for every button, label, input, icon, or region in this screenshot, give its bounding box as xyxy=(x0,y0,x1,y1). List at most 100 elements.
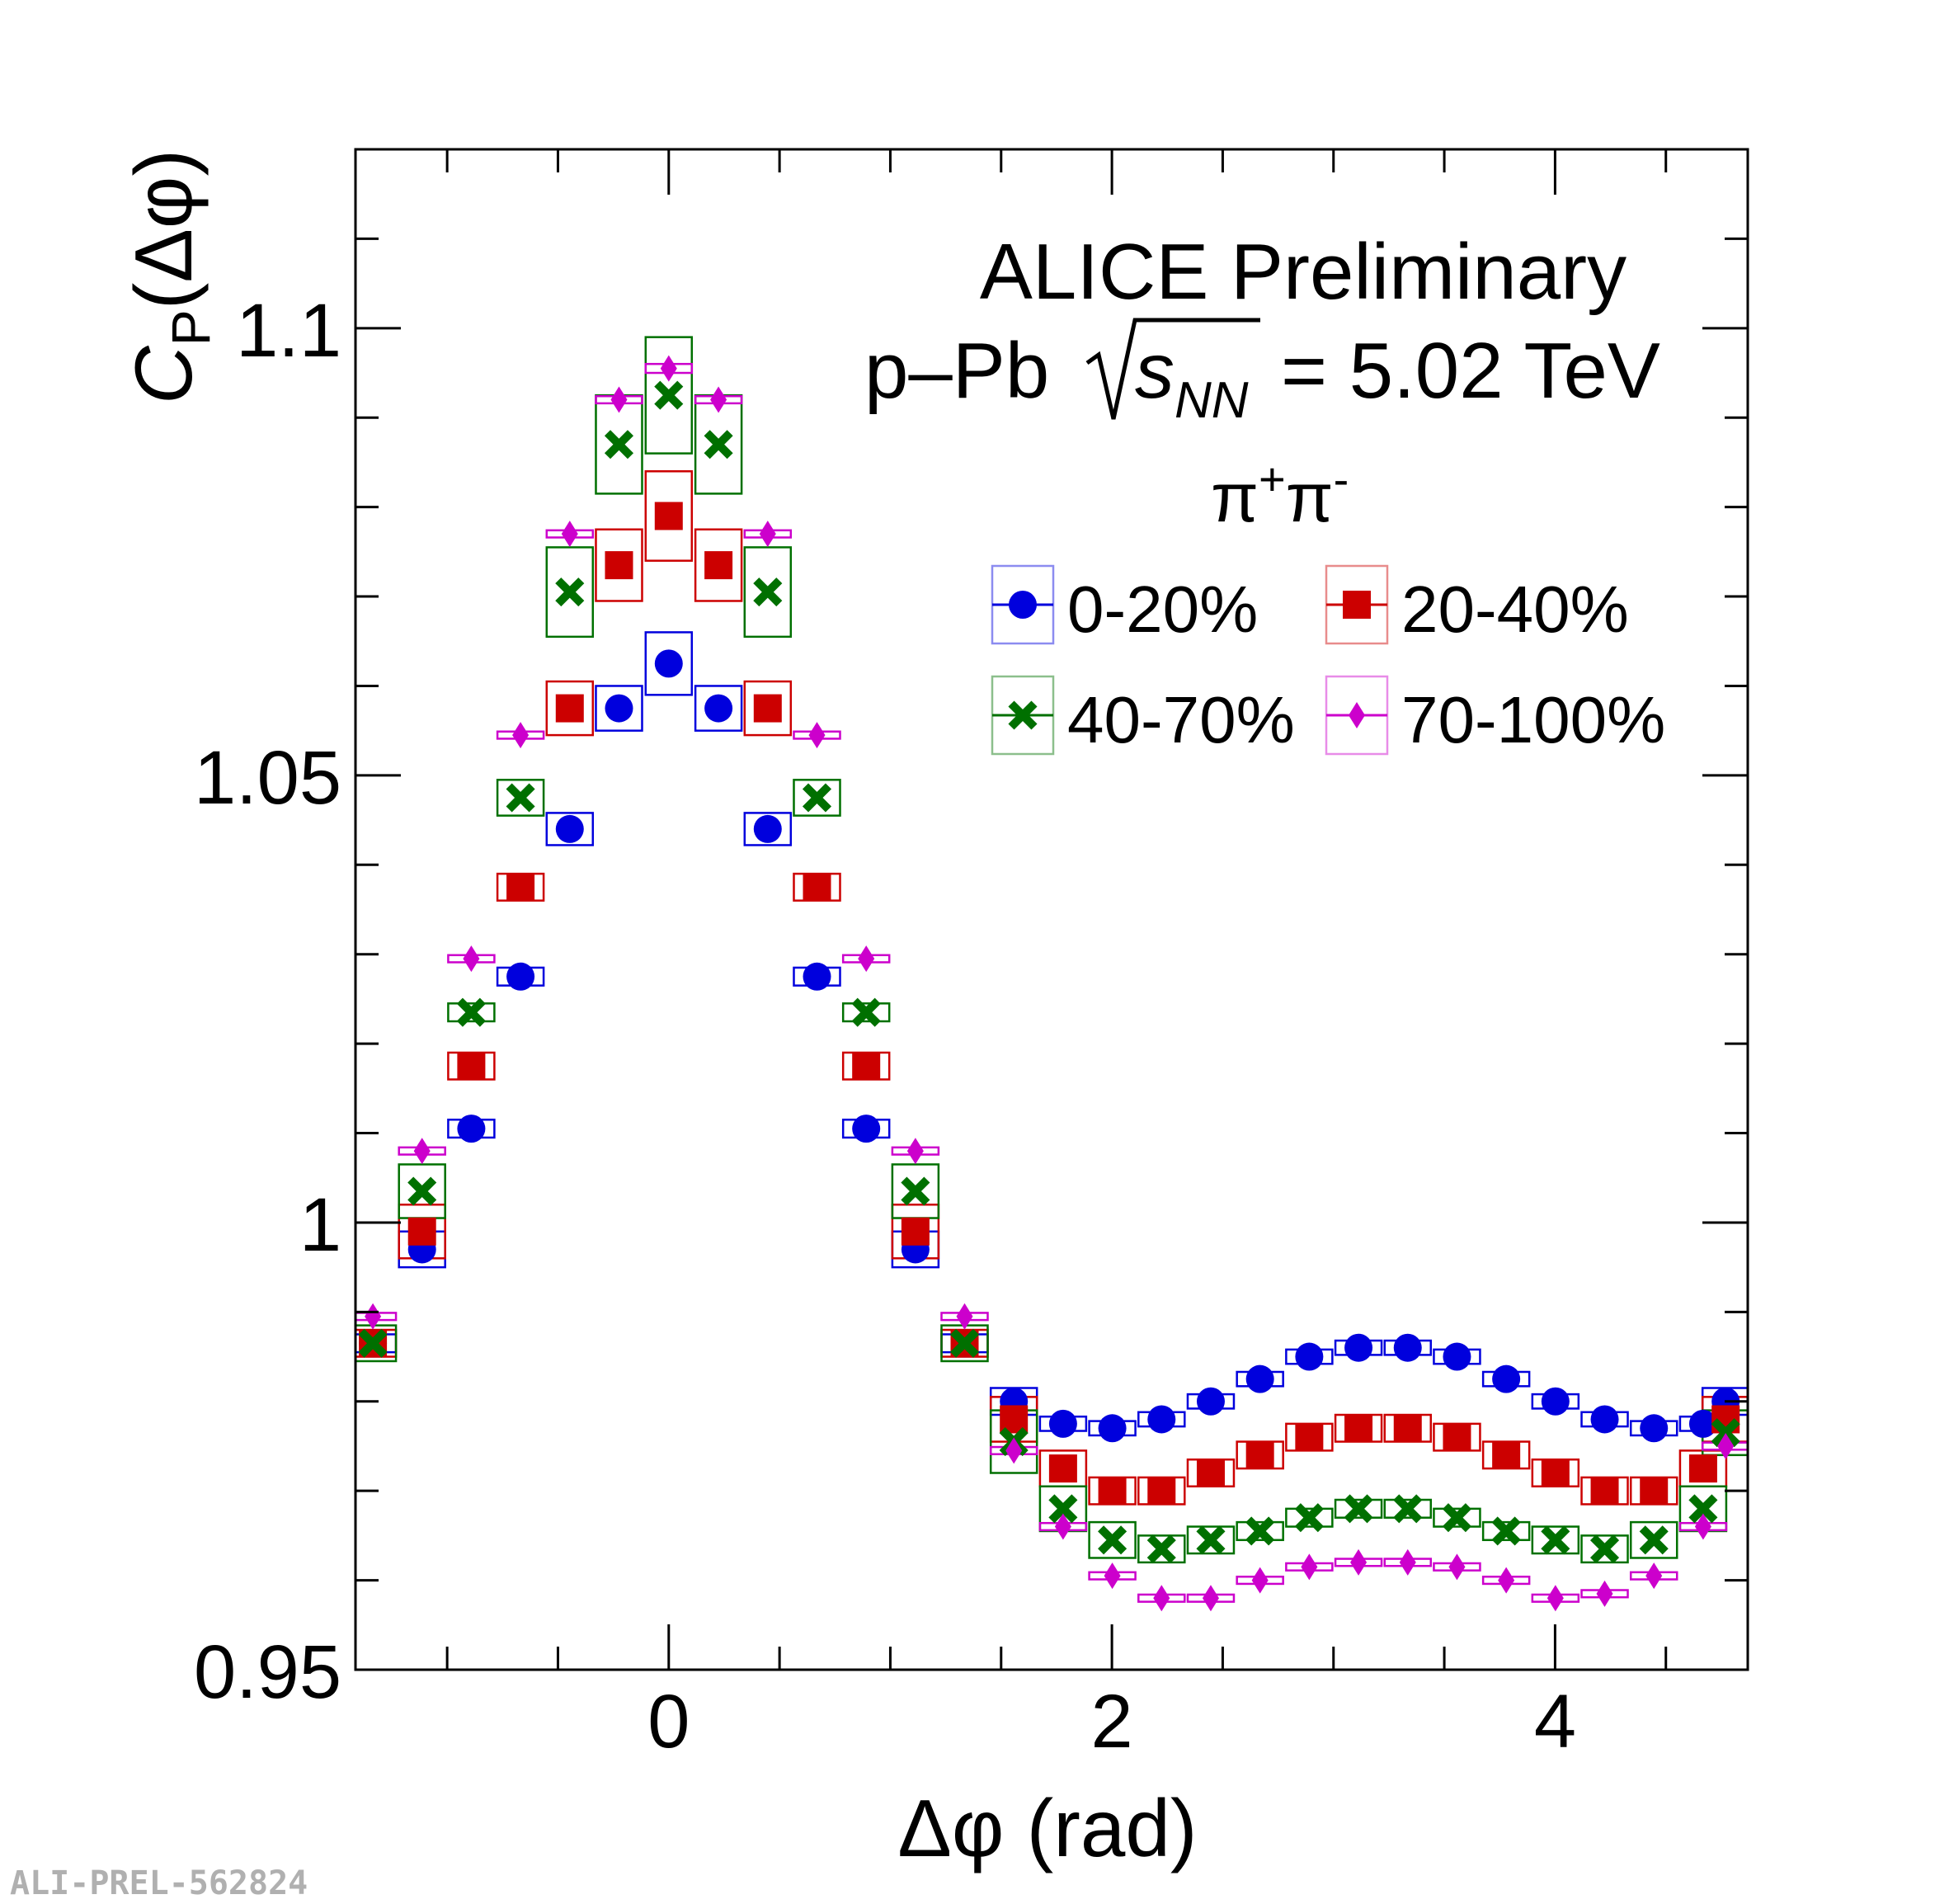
sys-box-series-2 xyxy=(496,779,545,817)
sys-box-series-2 xyxy=(1334,1498,1383,1519)
data-point-series-1 xyxy=(555,694,584,723)
data-point-series-3 xyxy=(413,1138,431,1165)
data-point-series-3 xyxy=(1717,1432,1735,1459)
y-tick-label: 1.05 xyxy=(194,736,341,820)
data-point-series-0 xyxy=(1640,1414,1669,1443)
data-point-series-3 xyxy=(1546,1585,1564,1612)
sys-box-series-2 xyxy=(1481,1520,1531,1542)
sys-box-series-1 xyxy=(545,680,595,737)
data-point-series-1 xyxy=(1393,1414,1422,1443)
data-point-series-3 xyxy=(1596,1580,1613,1607)
data-point-series-3 xyxy=(1005,1437,1023,1464)
data-point-series-0 xyxy=(1295,1342,1324,1371)
data-point-series-2 xyxy=(1589,1534,1620,1564)
sys-box-series-2 xyxy=(1088,1520,1137,1559)
data-point-series-1 xyxy=(1640,1477,1669,1506)
data-point-series-1 xyxy=(457,1052,486,1081)
sys-box-series-2 xyxy=(1629,1520,1678,1559)
data-point-series-1 xyxy=(1098,1477,1127,1506)
subtitle-sqrt-variable: sNN xyxy=(1135,327,1249,429)
chart-title: ALICE Preliminary xyxy=(980,228,1627,316)
data-point-series-1 xyxy=(1443,1423,1471,1452)
data-point-series-3 xyxy=(858,945,875,973)
data-point-series-2 xyxy=(949,1328,980,1358)
sys-box-series-2 xyxy=(1137,1534,1186,1564)
data-point-series-2 xyxy=(1639,1525,1669,1555)
sys-box-series-2 xyxy=(447,1002,496,1023)
legend-marker-3 xyxy=(1349,702,1365,728)
sys-box-series-0 xyxy=(545,812,595,846)
data-point-series-2 xyxy=(1098,1525,1128,1555)
data-point-series-2 xyxy=(753,577,783,607)
sys-box-series-2 xyxy=(743,546,793,639)
data-point-series-2 xyxy=(704,430,733,460)
sys-box-series-1 xyxy=(595,528,643,602)
data-point-series-1 xyxy=(1492,1440,1521,1469)
data-point-series-0 xyxy=(1541,1387,1570,1416)
data-point-series-2 xyxy=(802,783,832,813)
y-axis-title-rest: (Δφ) xyxy=(118,149,209,309)
legend: 0-20% 20-40% 40-70% 70-100% xyxy=(991,564,1665,756)
data-point-series-1 xyxy=(1344,1414,1373,1443)
data-point-series-2 xyxy=(407,1176,437,1206)
data-markers xyxy=(358,355,1740,1612)
y-tick-label: 1 xyxy=(299,1183,341,1267)
sys-box-series-2 xyxy=(1186,1525,1236,1555)
subtitle-energy: = 5.02 TeV xyxy=(1281,327,1660,415)
sys-box-series-2 xyxy=(1580,1534,1629,1564)
data-point-series-0 xyxy=(1196,1387,1225,1416)
data-point-series-1 xyxy=(753,694,782,723)
x-axis-title: Δφ (rad) xyxy=(897,1783,1197,1873)
data-point-series-1 xyxy=(1688,1454,1717,1483)
sys-box-series-2 xyxy=(1285,1507,1334,1528)
data-point-series-0 xyxy=(1590,1405,1619,1434)
data-point-series-0 xyxy=(1344,1333,1373,1362)
data-point-series-2 xyxy=(901,1176,930,1206)
sys-box-series-2 xyxy=(1236,1520,1284,1542)
data-point-series-3 xyxy=(1104,1562,1121,1590)
data-point-series-2 xyxy=(1196,1525,1226,1555)
data-point-series-1 xyxy=(654,502,683,530)
data-point-series-1 xyxy=(1048,1454,1077,1483)
data-point-series-3 xyxy=(1054,1513,1071,1540)
data-point-series-2 xyxy=(555,577,585,607)
data-point-series-3 xyxy=(710,386,727,413)
axis-ticks: 0.95 1 1.05 1.1 0 2 4 xyxy=(194,148,1748,1764)
data-point-series-0 xyxy=(1147,1405,1176,1434)
data-point-series-3 xyxy=(1645,1562,1663,1590)
legend-marker-1 xyxy=(1343,591,1371,619)
legend-marker-0 xyxy=(1009,591,1037,619)
data-point-series-2 xyxy=(1491,1516,1521,1546)
data-point-series-3 xyxy=(1448,1553,1466,1581)
data-point-series-3 xyxy=(463,945,480,973)
data-point-series-3 xyxy=(906,1138,924,1165)
data-point-series-1 xyxy=(704,551,733,580)
sys-box-series-2 xyxy=(1383,1498,1433,1519)
sys-box-series-2 xyxy=(1531,1525,1580,1555)
data-point-series-1 xyxy=(1147,1477,1176,1506)
sys-box-series-0 xyxy=(644,631,694,696)
watermark: ALI-PREL-562824 xyxy=(10,1864,308,1902)
data-point-series-2 xyxy=(1294,1503,1324,1533)
data-point-series-0 xyxy=(1443,1342,1471,1371)
data-point-series-3 xyxy=(660,355,677,382)
sys-box-series-2 xyxy=(545,546,595,639)
data-point-series-3 xyxy=(512,722,530,749)
data-point-series-2 xyxy=(456,997,486,1027)
data-point-series-0 xyxy=(1393,1333,1422,1362)
data-point-series-2 xyxy=(851,997,881,1027)
data-point-series-1 xyxy=(1196,1459,1225,1487)
data-point-series-3 xyxy=(610,386,628,413)
data-point-series-0 xyxy=(803,962,831,991)
data-point-series-2 xyxy=(604,430,634,460)
data-point-series-3 xyxy=(365,1303,382,1330)
data-point-series-3 xyxy=(1498,1567,1515,1594)
sys-box-series-1 xyxy=(743,680,793,737)
data-point-series-1 xyxy=(605,551,633,580)
subtitle-system: p–Pb xyxy=(864,327,1049,415)
data-point-series-3 xyxy=(1251,1567,1269,1594)
plot-frame xyxy=(354,148,1749,1671)
data-point-series-1 xyxy=(1541,1459,1570,1487)
